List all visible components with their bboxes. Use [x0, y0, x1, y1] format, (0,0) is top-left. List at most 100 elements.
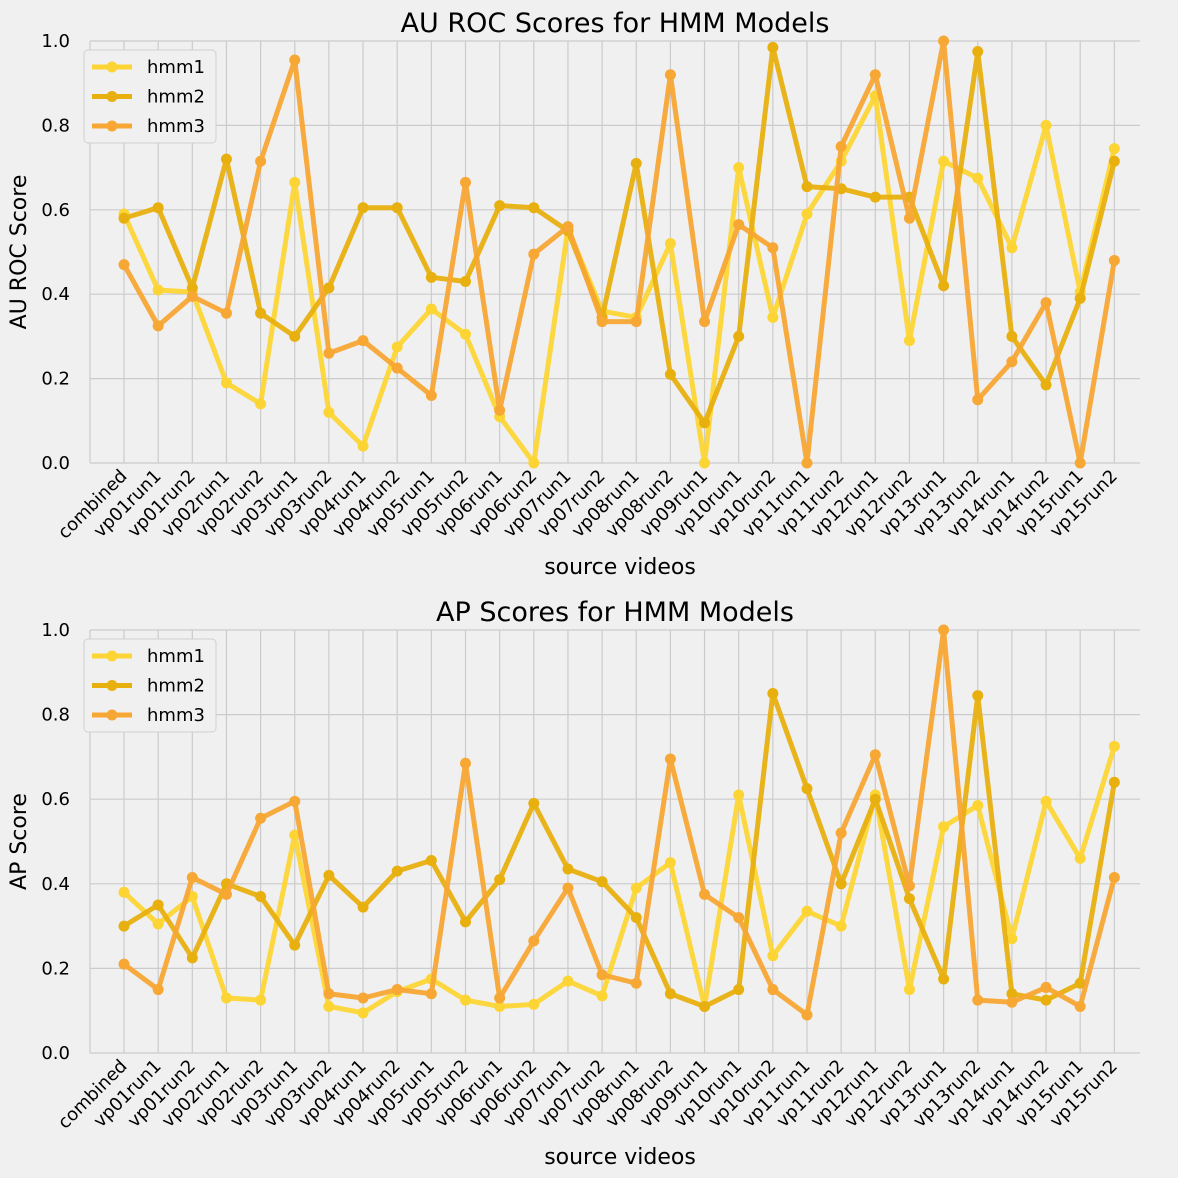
data-point-hmm2: [1006, 330, 1018, 342]
data-point-hmm3: [460, 176, 471, 188]
data-point-hmm2: [767, 687, 779, 699]
data-point-hmm1: [938, 821, 950, 833]
data-point-hmm3: [323, 988, 335, 1000]
data-point-hmm1: [733, 789, 745, 801]
data-point-hmm3: [152, 984, 164, 996]
data-point-hmm1: [1108, 143, 1120, 155]
data-point-hmm3: [903, 212, 915, 224]
data-point-hmm2: [699, 1000, 711, 1012]
legend-marker-hmm3: [106, 120, 118, 132]
data-point-hmm3: [528, 935, 540, 947]
data-point-hmm3: [835, 827, 847, 839]
legend-label-hmm3: hmm3: [147, 116, 205, 137]
data-point-hmm2: [494, 874, 506, 886]
data-point-hmm2: [118, 920, 130, 932]
data-point-hmm1: [699, 457, 711, 469]
data-point-hmm2: [460, 276, 471, 288]
data-point-hmm3: [391, 362, 403, 374]
series-line-hmm3: [121, 38, 1117, 466]
y-tick-label: 1.0: [41, 620, 70, 641]
chart-title: AU ROC Scores for HMM Models: [401, 8, 830, 39]
data-point-hmm2: [869, 793, 881, 805]
data-point-hmm2: [186, 952, 198, 964]
data-point-hmm1: [733, 162, 745, 174]
data-point-hmm3: [562, 882, 574, 894]
data-point-hmm3: [118, 958, 130, 970]
data-point-hmm3: [391, 984, 403, 996]
data-point-hmm3: [835, 141, 847, 152]
data-point-hmm2: [152, 899, 164, 911]
legend-label-hmm3: hmm3: [147, 705, 205, 726]
legend-box: [83, 49, 217, 144]
data-point-hmm2: [869, 191, 881, 203]
data-point-hmm1: [425, 303, 437, 315]
series-line-hmm2: [121, 690, 1117, 1009]
data-point-hmm1: [835, 920, 847, 932]
data-point-hmm3: [494, 992, 506, 1004]
y-axis-label: AP Score: [7, 793, 32, 890]
data-point-hmm1: [630, 882, 642, 894]
data-point-hmm2: [1108, 155, 1120, 167]
data-point-hmm2: [255, 307, 267, 319]
y-tick-label: 0.8: [41, 115, 70, 136]
y-tick-label: 0.6: [41, 200, 70, 221]
y-tick-label: 1.0: [41, 31, 70, 52]
series-hmm3: [118, 35, 1120, 469]
chart-title: AP Scores for HMM Models: [436, 597, 794, 628]
data-point-hmm1: [255, 398, 267, 410]
data-point-hmm1: [767, 950, 779, 962]
chart-panel-2: 0.00.20.40.60.81.0combinedvp01run1vp01ru…: [7, 597, 1140, 1170]
data-point-hmm1: [1074, 852, 1086, 864]
data-point-hmm1: [528, 457, 540, 469]
data-point-hmm2: [733, 330, 745, 342]
data-point-hmm3: [357, 335, 369, 347]
data-point-hmm2: [494, 200, 506, 212]
data-point-hmm1: [664, 857, 676, 869]
data-point-hmm2: [733, 984, 745, 996]
data-point-hmm2: [835, 878, 847, 890]
data-point-hmm3: [220, 888, 232, 900]
data-point-hmm2: [391, 202, 403, 214]
data-point-hmm1: [528, 998, 540, 1010]
y-tick-label: 0.0: [41, 453, 70, 474]
data-point-hmm1: [938, 155, 950, 167]
legend-marker-hmm2: [106, 680, 118, 691]
data-point-hmm2: [699, 417, 711, 429]
series-line-hmm2: [121, 44, 1117, 426]
series-line-hmm1: [121, 93, 1117, 466]
data-point-hmm1: [664, 238, 676, 250]
data-point-hmm3: [1074, 1000, 1086, 1012]
data-point-hmm1: [220, 377, 232, 389]
data-point-hmm3: [801, 1009, 813, 1021]
data-point-hmm1: [255, 994, 267, 1006]
data-point-hmm1: [323, 1000, 335, 1012]
data-point-hmm2: [938, 280, 950, 292]
data-point-hmm2: [1040, 379, 1052, 391]
data-point-hmm2: [767, 41, 779, 53]
legend-label-hmm1: hmm1: [147, 646, 205, 667]
data-point-hmm1: [289, 829, 301, 841]
data-point-hmm3: [357, 992, 369, 1004]
data-point-hmm3: [528, 248, 540, 260]
data-point-hmm1: [494, 1000, 506, 1012]
data-point-hmm3: [186, 871, 198, 883]
data-point-hmm3: [733, 219, 745, 231]
series-hmm2: [118, 687, 1120, 1012]
data-point-hmm2: [972, 690, 984, 702]
legend-marker-hmm3: [106, 709, 118, 721]
data-point-hmm3: [903, 880, 915, 892]
data-point-hmm3: [494, 404, 506, 416]
data-point-hmm1: [152, 284, 164, 296]
series-line-hmm3: [121, 627, 1117, 1018]
series-hmm2: [118, 41, 1120, 429]
data-point-hmm3: [664, 753, 676, 765]
data-point-hmm2: [596, 876, 608, 888]
data-point-hmm2: [630, 157, 642, 169]
data-point-hmm2: [801, 783, 813, 795]
data-point-hmm2: [289, 330, 301, 342]
data-point-hmm1: [289, 176, 301, 188]
data-point-hmm2: [289, 939, 301, 951]
data-point-hmm2: [255, 890, 267, 902]
data-point-hmm3: [460, 757, 471, 769]
